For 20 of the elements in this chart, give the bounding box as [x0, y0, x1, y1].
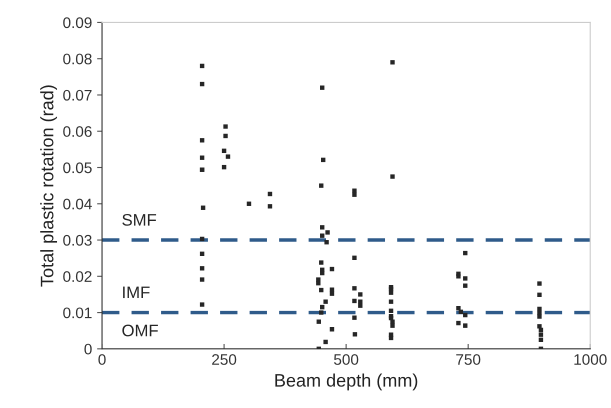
annotation: IMF [123, 286, 150, 298]
y-tick-label: 0.06 [63, 126, 92, 137]
x-tick-label: 1000 [574, 354, 607, 365]
y-tick-label: 0.04 [63, 198, 92, 210]
y-tick-label: 0.09 [63, 17, 92, 28]
x-axis-title: Beam depth (mm) [275, 374, 418, 390]
annotation: OMF [122, 324, 158, 336]
y-tick-label: 0.03 [63, 234, 92, 246]
y-tick-label: 0.01 [63, 307, 92, 318]
y-tick-label: 0.08 [63, 54, 92, 64]
y-tick-label: 0 [84, 344, 92, 355]
y-tick-label: 0.05 [63, 162, 92, 174]
annotation: SMF [122, 214, 156, 226]
y-axis-title: Total plastic rotation (rad) [40, 85, 58, 287]
y-tick-label: 0.02 [63, 271, 92, 282]
x-tick-label: 750 [456, 354, 480, 365]
x-tick-label: 500 [334, 354, 358, 365]
y-tick-label: 0.07 [63, 90, 92, 101]
x-tick-label: 0 [98, 354, 106, 365]
x-tick-label: 250 [212, 354, 236, 365]
